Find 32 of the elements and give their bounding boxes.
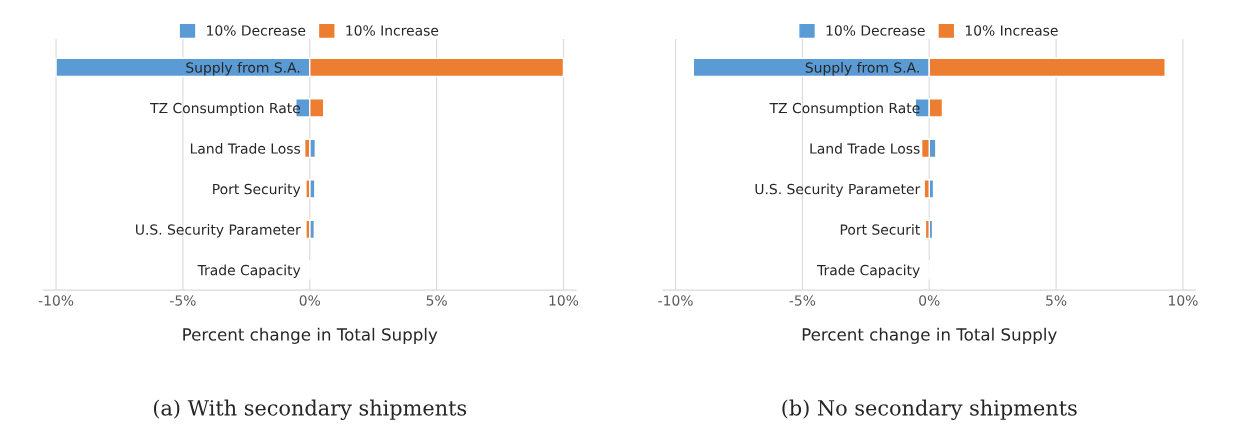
x-tick-label: 0% bbox=[919, 295, 940, 306]
bar bbox=[924, 219, 930, 240]
x-tick-label: 5% bbox=[1046, 295, 1067, 306]
legend-label: 10% Increase bbox=[346, 25, 439, 36]
y-tick-label: U.S. Security Parameter bbox=[755, 183, 921, 198]
x-tick-label: 5% bbox=[426, 295, 447, 306]
y-tick-label: Supply from S.A. bbox=[186, 62, 300, 76]
bar bbox=[305, 219, 311, 240]
y-tick-label: Supply from S.A. bbox=[805, 62, 919, 76]
bar bbox=[923, 179, 930, 199]
x-axis-title: Percent change in Total Supply bbox=[183, 327, 438, 344]
y-tick-label: Land Trade Loss bbox=[190, 143, 301, 154]
y-tick-label: U.S. Security Parameter bbox=[136, 224, 301, 238]
x-tick-label: 0% bbox=[299, 295, 320, 306]
bar bbox=[309, 179, 316, 199]
x-tick-label: 10% bbox=[549, 295, 579, 306]
legend-label: 10% Decrease bbox=[207, 25, 306, 36]
y-tick-label: Port Security bbox=[213, 183, 301, 198]
y-tick-label: Trade Capacity bbox=[817, 264, 920, 279]
y-tick-label: Land Trade Loss bbox=[810, 143, 920, 154]
text: (a) With secondary shipments bbox=[153, 399, 467, 421]
legend-label: 10% Decrease bbox=[826, 25, 925, 36]
x-tick-label: 10% bbox=[1169, 295, 1198, 306]
text: (b) No secondary shipments bbox=[782, 399, 1077, 421]
y-tick-label: Port Securit bbox=[840, 224, 920, 235]
x-tick-label: -5% bbox=[170, 295, 196, 306]
y-tick-label: Trade Capacity bbox=[197, 264, 301, 279]
x-tick-label: -5% bbox=[789, 295, 816, 306]
legend-label: 10% Increase bbox=[965, 25, 1058, 36]
x-axis-title: Percent change in Total Supply bbox=[802, 327, 1057, 344]
x-tick-label: -10% bbox=[658, 295, 693, 306]
x-tick-label: -10% bbox=[38, 295, 74, 306]
